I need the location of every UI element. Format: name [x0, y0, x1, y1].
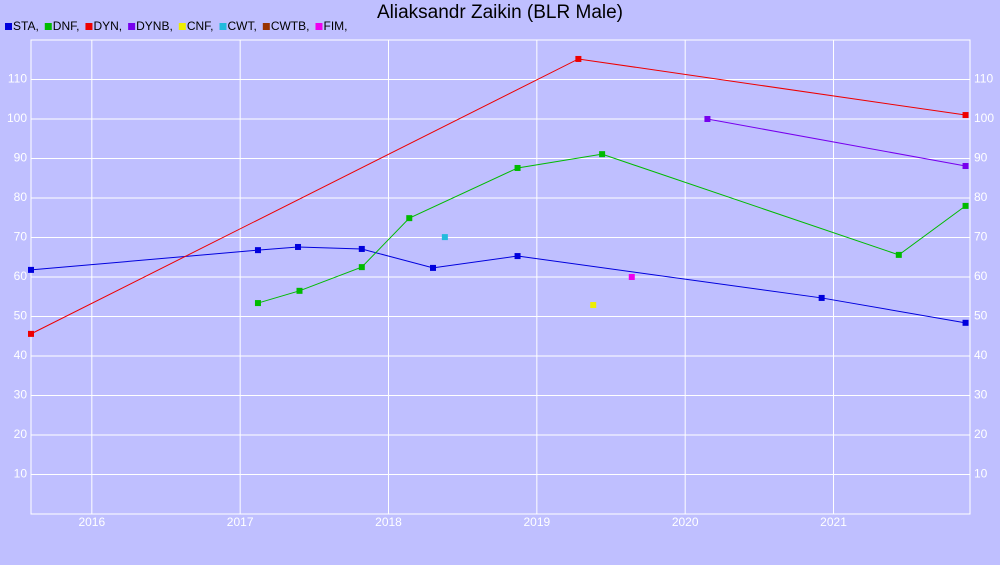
data-point [895, 251, 902, 258]
x-tick-label: 2020 [672, 515, 699, 529]
y-tick-label: 60 [14, 269, 28, 283]
legend-swatch [315, 23, 323, 30]
series-line [30, 246, 966, 324]
data-point [514, 164, 521, 171]
y-tick-label: 40 [14, 348, 28, 362]
y2-tick-label: 70 [974, 230, 988, 244]
y-tick-label: 50 [14, 309, 28, 323]
data-point [590, 302, 597, 309]
data-point [28, 330, 34, 337]
legend-label: FIM, [323, 19, 347, 33]
legend-swatch [178, 23, 186, 30]
y2-tick-label: 80 [974, 190, 988, 204]
y2-tick-label: 50 [974, 309, 988, 323]
y2-tick-label: 20 [974, 427, 988, 441]
legend-swatch [85, 23, 93, 30]
series-line [707, 118, 966, 167]
legend-label: DYN, [93, 19, 122, 33]
x-tick-label: 2018 [375, 515, 402, 529]
data-point [818, 294, 825, 301]
data-point [962, 112, 969, 119]
legend-label: CWT, [227, 19, 256, 33]
data-point [599, 151, 606, 158]
data-point [254, 247, 261, 254]
legend-label: STA, [13, 19, 39, 33]
chart-title: Aliaksandr Zaikin (BLR Male) [377, 2, 623, 23]
y2-tick-label: 110 [974, 72, 993, 86]
legend-swatch [5, 23, 12, 30]
x-tick-label: 2021 [820, 515, 847, 529]
data-point [28, 266, 34, 273]
legend-label: DYNB, [136, 19, 173, 33]
series-line [257, 153, 966, 304]
legend-swatch [219, 23, 227, 30]
data-point [441, 234, 448, 241]
y-tick-label: 10 [14, 467, 28, 481]
y2-tick-label: 60 [974, 269, 988, 283]
data-point [430, 264, 437, 271]
y2-tick-label: 40 [974, 348, 988, 362]
y2-tick-label: 30 [974, 388, 988, 402]
data-point [575, 55, 582, 62]
legend-label: DNF, [53, 19, 80, 33]
y-tick-label: 80 [14, 190, 28, 204]
x-tick-label: 2016 [78, 515, 105, 529]
data-point [962, 202, 969, 209]
legend-swatch [262, 23, 270, 30]
data-point [358, 245, 365, 252]
y2-tick-label: 100 [974, 111, 994, 125]
y-tick-label: 20 [14, 427, 28, 441]
y-tick-label: 110 [8, 72, 27, 86]
y-tick-label: 90 [14, 151, 28, 165]
y2-tick-label: 90 [974, 151, 988, 165]
data-point [628, 274, 635, 280]
x-tick-label: 2017 [227, 515, 254, 529]
x-tick-label: 2019 [523, 515, 550, 529]
data-point [296, 287, 303, 294]
data-point [295, 243, 302, 250]
data-point [704, 116, 711, 122]
legend-swatch [128, 23, 136, 30]
y-tick-label: 100 [7, 111, 27, 125]
data-point [406, 215, 413, 222]
legend-label: CNF, [187, 19, 214, 33]
legend-label: CWTB, [271, 19, 310, 33]
data-point [962, 319, 969, 326]
legend-swatch [44, 23, 52, 30]
y-tick-label: 30 [14, 388, 28, 402]
data-point [358, 264, 365, 271]
y-tick-label: 70 [14, 230, 28, 244]
y2-tick-label: 10 [974, 467, 988, 481]
data-point [962, 163, 969, 170]
data-point [254, 300, 261, 307]
data-point [514, 253, 521, 260]
